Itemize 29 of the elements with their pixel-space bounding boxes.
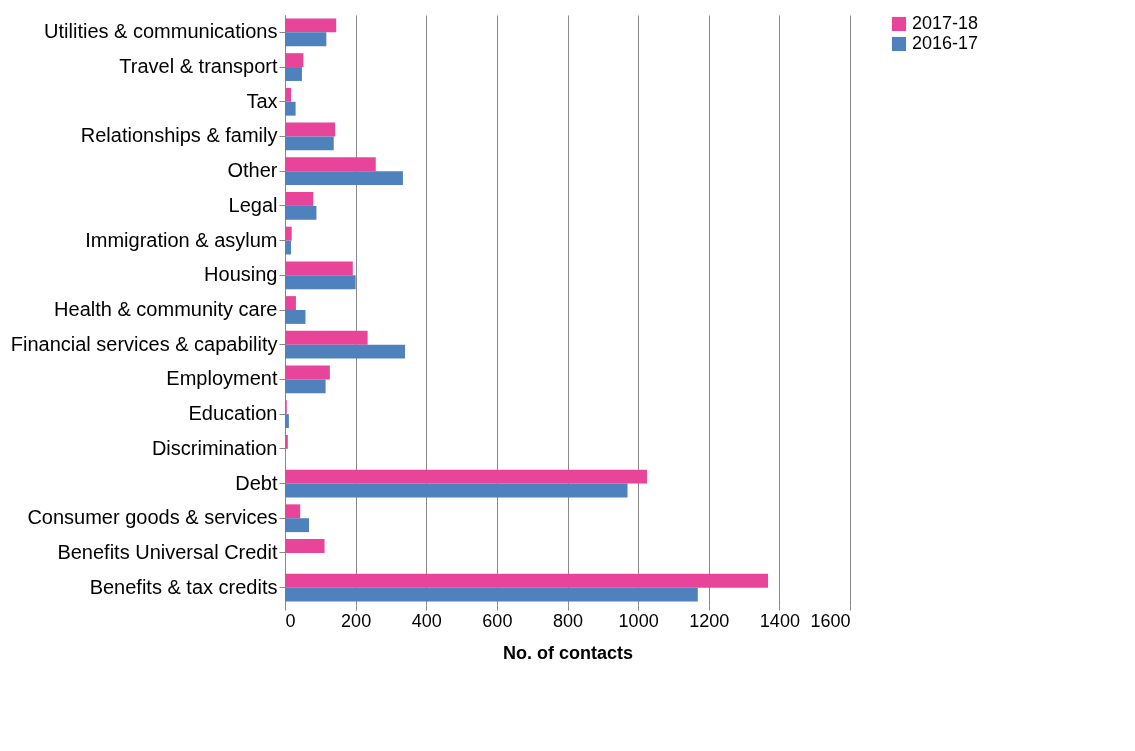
legend-label: 2016-17 [912,33,979,53]
x-tick-label: 0 [285,610,296,631]
y-tick-label: Education [188,402,278,425]
y-tick-label: Consumer goods & services [27,506,278,529]
x-tick-label: 200 [341,610,372,631]
y-tick-label: Utilities & communications [44,20,278,43]
x-tick-label: 1600 [810,610,851,631]
legend-label: 2017-18 [912,13,979,33]
y-tick-label: Tax [246,89,278,112]
y-tick-label: Benefits & tax credits [89,575,278,598]
y-tick-label: Health & community care [54,298,278,320]
y-tick-label: Other [227,159,278,182]
y-tick-label: Relationships & family [80,124,278,147]
x-axis-title: No. of contacts [502,642,634,663]
y-tick-label: Benefits Universal Credit [57,540,278,563]
y-tick-label: Immigration & asylum [85,228,278,251]
x-tick-label: 1400 [759,610,800,631]
y-tick-label: Employment [166,367,278,390]
x-tick-label: 1200 [689,610,730,631]
y-tick-label: Financial services & capability [10,332,278,355]
x-tick-label: 400 [411,610,442,631]
y-tick-label: Debt [235,471,278,494]
x-tick-label: 1000 [618,610,659,631]
x-tick-label: 600 [482,610,513,631]
x-tick-label: 800 [552,610,584,631]
y-tick-label: Legal [228,193,278,216]
y-tick-label: Travel & transport [119,55,278,78]
y-tick-label: Housing [204,263,278,286]
y-tick-label: Discrimination [151,436,278,459]
